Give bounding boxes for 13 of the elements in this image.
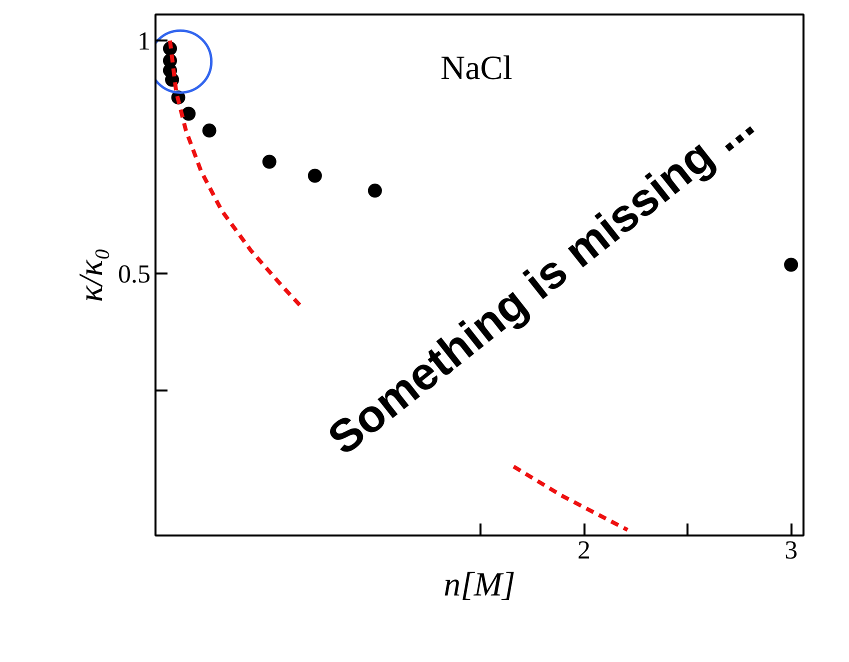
x-tick-label: 2 [578,536,591,564]
point [368,184,382,198]
point [182,106,196,121]
y-tick-label: 1 [138,26,150,56]
point [784,258,798,272]
point [202,124,216,138]
x-axis-title: n[M] [444,566,516,604]
y-axis-title: κ/κ₀ [73,248,110,302]
point [262,154,276,169]
y-tick-label: 0.5 [118,260,150,289]
point [308,168,322,183]
x-tick-label: 3 [784,536,798,564]
annotation: NaCl [440,50,512,88]
